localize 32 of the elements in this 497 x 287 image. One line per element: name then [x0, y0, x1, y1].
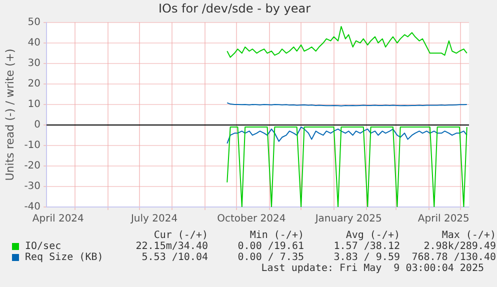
- text: 1.57 /38.12: [332, 241, 400, 252]
- y-tick-label: 20: [28, 78, 41, 90]
- text: 5.53 /10.04: [140, 252, 208, 263]
- y-tick-label: 30: [28, 58, 41, 70]
- text: Max (-/+): [440, 230, 496, 241]
- y-tick-label: -20: [24, 160, 41, 172]
- y-tick-label: -40: [24, 202, 41, 213]
- x-tick-label: October 2024: [217, 214, 286, 225]
- text: Min (-/+): [248, 230, 304, 241]
- text: 0.00 /19.61: [236, 241, 304, 252]
- y-tick-label: 50: [28, 16, 41, 28]
- x-tick-label: January 2025: [314, 214, 382, 225]
- text: 0.00 / 7.35: [236, 252, 304, 263]
- x-tick-label: April 2025: [418, 214, 470, 225]
- y-tick-label: 40: [28, 38, 41, 49]
- text: 768.78 /130.40: [410, 252, 496, 263]
- text: 2.98k/289.49: [422, 241, 496, 252]
- y-tick-label: -10: [24, 140, 41, 152]
- y-tick-label: -30: [24, 181, 41, 192]
- text: 22.15m/34.40: [134, 241, 208, 252]
- text: 3.83 / 9.59: [332, 252, 400, 263]
- legend-label: Req Size (KB): [24, 252, 104, 263]
- x-tick-label: July 2024: [130, 214, 178, 225]
- y-axis-title: Units read (-) / write (+): [3, 48, 16, 181]
- x-tick-label: April 2024: [32, 214, 84, 225]
- y-tick-label: 10: [28, 99, 41, 110]
- legend-label: IO/sec: [24, 241, 62, 252]
- text: Last update: Fri May 9 03:00:04 2025: [260, 263, 484, 274]
- text: Avg (-/+): [344, 230, 400, 241]
- chart-title: IOs for /dev/sde - by year: [158, 1, 311, 16]
- text: Cur (-/+): [152, 230, 208, 241]
- y-tick-label: 0: [34, 120, 41, 131]
